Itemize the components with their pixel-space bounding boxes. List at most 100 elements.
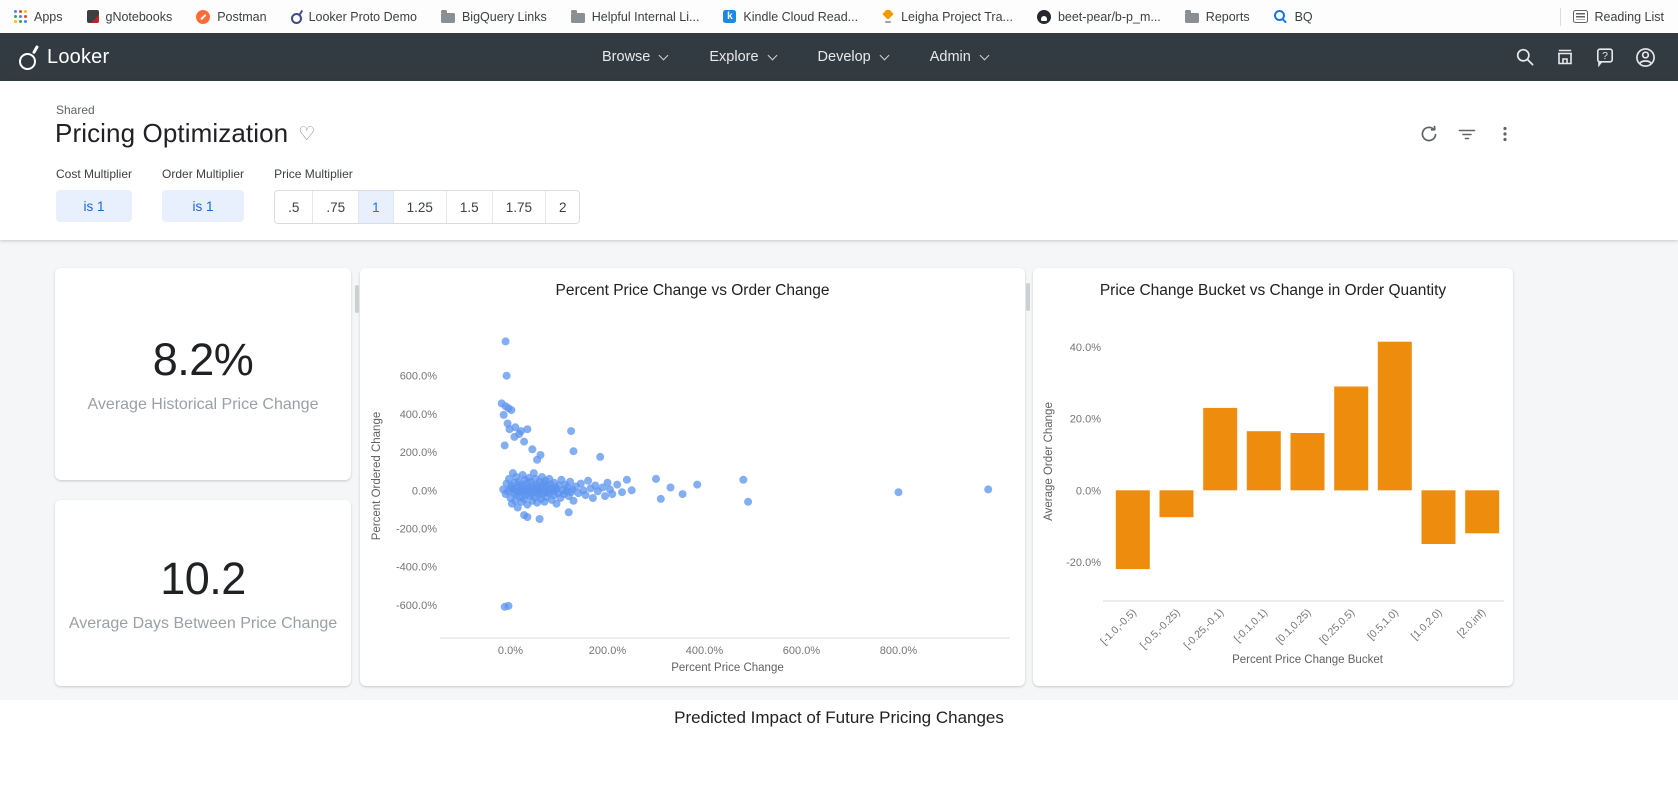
browser-bookmarks-bar: Apps gNotebooks Postman Looker Proto Demo Bi… (0, 0, 1678, 33)
more-vert-icon[interactable] (1492, 121, 1518, 147)
dashboard-header: Shared Pricing Optimization ♡ Cost Multi… (0, 81, 1678, 240)
svg-text:0.0%: 0.0% (1076, 485, 1101, 497)
nav-menu-admin[interactable]: Admin (930, 49, 990, 65)
bookmarks-list: Apps gNotebooks Postman Looker Proto Demo Bi… (14, 9, 1560, 24)
folder-icon (570, 10, 585, 23)
notebook-icon (86, 10, 99, 23)
tile-scrollbar[interactable] (355, 285, 359, 313)
price-multiplier-option-1.5[interactable]: 1.5 (445, 191, 492, 223)
bookmark-leigha-project-tracker[interactable]: Leigha Project Tra... (882, 10, 1013, 24)
bookmark-looker-proto-demo[interactable]: Looker Proto Demo (290, 9, 417, 24)
bottom-tile-band: Predicted Impact of Future Pricing Chang… (0, 700, 1678, 786)
reading-list-button[interactable]: Reading List (1572, 10, 1664, 24)
filter-order-multiplier: Order Multiplier is 1 (162, 167, 245, 222)
kpi-tile-avg-days-between-price-change: 10.2 Average Days Between Price Change (55, 500, 351, 686)
svg-text:Average Order Change: Average Order Change (1043, 402, 1055, 521)
nav-menu-explore[interactable]: Explore (709, 49, 777, 65)
kpi-tile-avg-historical-price-change: 8.2% Average Historical Price Change (55, 268, 351, 480)
bookmark-label: Helpful Internal Li... (591, 9, 700, 24)
price-multiplier-option-.5[interactable]: .5 (275, 191, 313, 223)
bookmark-label: Looker Proto Demo (308, 9, 417, 24)
scatter-chart-title: Percent Price Change vs Order Change (555, 282, 830, 299)
svg-text:-20.0%: -20.0% (1066, 557, 1101, 569)
bookmark-label: gNotebooks (105, 9, 173, 24)
bookmark-label: Reports (1205, 9, 1250, 24)
svg-text:[-0.25,-0.1): [-0.25,-0.1) (1181, 607, 1226, 652)
bookmark-gnotebooks[interactable]: gNotebooks (86, 9, 173, 24)
price-multiplier-option-1.75[interactable]: 1.75 (491, 191, 545, 223)
refresh-icon[interactable] (1416, 121, 1442, 147)
folder-icon (1184, 10, 1199, 23)
bookmark-label: BQ (1294, 9, 1313, 24)
svg-text:0.0%: 0.0% (412, 485, 437, 497)
reading-list-icon (1572, 10, 1588, 23)
svg-text:[-0.5,-0.25): [-0.5,-0.25) (1138, 607, 1183, 652)
price-multiplier-group: .5.75 1 1.25 1.5 1.75 2 (274, 190, 581, 224)
breadcrumb[interactable]: Shared (56, 103, 95, 117)
nav-menu-develop[interactable]: Develop (818, 49, 890, 65)
svg-text:[0.5,1.0): [0.5,1.0) (1365, 607, 1401, 643)
filter-cost-multiplier: Cost Multiplier is 1 (56, 167, 133, 222)
account-icon[interactable] (1630, 42, 1660, 72)
dashboard-filters: Cost Multiplier is 1 Order Multiplier is… (56, 167, 581, 224)
svg-text:[1.0,2.0): [1.0,2.0) (1409, 607, 1445, 643)
svg-text:800.0%: 800.0% (880, 645, 918, 657)
filter-label: Order Multiplier (162, 167, 245, 181)
bookmark-reports[interactable]: Reports (1184, 9, 1250, 24)
favorite-heart-icon[interactable]: ♡ (298, 124, 316, 145)
dashboard-actions (1416, 121, 1518, 147)
bookmark-label: beet-pear/b-p_m... (1057, 9, 1161, 24)
svg-text:400.0%: 400.0% (400, 409, 438, 421)
leigha-icon (882, 10, 894, 23)
bookmark-postman[interactable]: Postman (196, 9, 267, 24)
order-multiplier-chip[interactable]: is 1 (162, 190, 245, 222)
nav-icons: ? (1510, 42, 1660, 72)
looker-home-link[interactable]: Looker (18, 44, 109, 71)
svg-text:[2.0,inf): [2.0,inf) (1455, 607, 1488, 640)
chevron-down-icon (658, 50, 669, 60)
svg-text:Percent Price Change: Percent Price Change (671, 662, 784, 674)
bookmark-helpful-internal-links[interactable]: Helpful Internal Li... (570, 9, 700, 24)
bookmark-kindle-cloud-reader[interactable]: k Kindle Cloud Read... (723, 10, 858, 24)
scatter-tile: Percent Price Change vs Order Change 0.0… (360, 268, 1025, 686)
bookmark-bq[interactable]: BQ (1273, 9, 1313, 24)
looker-top-nav: Looker Browse Explore Develop Admin ? (0, 33, 1678, 81)
svg-text:-200.0%: -200.0% (396, 524, 437, 536)
bookmark-label: Kindle Cloud Read... (743, 9, 859, 24)
price-multiplier-option-.75[interactable]: .75 (312, 191, 359, 223)
bookmark-beet-pear[interactable]: beet-pear/b-p_m... (1036, 9, 1161, 24)
svg-text:200.0%: 200.0% (400, 447, 438, 459)
nav-menu-browse[interactable]: Browse (602, 49, 669, 65)
svg-text:[0.25,0.5): [0.25,0.5) (1317, 607, 1357, 647)
brand-name: Looker (47, 45, 110, 68)
svg-text:40.0%: 40.0% (1070, 342, 1101, 354)
price-multiplier-option-2[interactable]: 2 (544, 191, 580, 223)
cost-multiplier-chip[interactable]: is 1 (56, 190, 133, 222)
tile-scrollbar[interactable] (1026, 283, 1030, 311)
svg-text:[-0.1,0.1): [-0.1,0.1) (1232, 607, 1270, 645)
filter-price-multiplier: Price Multiplier .5.75 1 1.25 1.5 1.75 2 (274, 167, 581, 224)
filter-icon[interactable] (1454, 121, 1480, 147)
svg-text:20.0%: 20.0% (1070, 414, 1101, 426)
bookmark-bigquery-links[interactable]: BigQuery Links (440, 10, 547, 24)
chevron-down-icon (979, 50, 990, 60)
svg-text:Percent Price Change Bucket: Percent Price Change Bucket (1232, 654, 1384, 666)
bq-magnifier-icon (1273, 10, 1285, 21)
marketplace-icon[interactable] (1550, 42, 1580, 72)
svg-text:400.0%: 400.0% (686, 645, 724, 657)
svg-text:600.0%: 600.0% (783, 645, 821, 657)
bar-tile: Price Change Bucket vs Change in Order Q… (1033, 268, 1513, 686)
folder-icon (440, 10, 455, 23)
price-multiplier-option-1.25[interactable]: 1.25 (392, 191, 446, 223)
bookmark-apps[interactable]: Apps (14, 10, 63, 24)
page-title: Pricing Optimization (55, 118, 289, 148)
bookmark-label: Postman (217, 9, 267, 24)
kpi-value: 8.2% (152, 334, 254, 385)
help-icon[interactable]: ? (1590, 42, 1620, 72)
postman-icon (196, 9, 211, 24)
bookmark-label: Apps (34, 9, 63, 24)
search-icon[interactable] (1510, 42, 1540, 72)
price-multiplier-option-1[interactable]: 1 (358, 191, 393, 223)
apps-grid-icon (14, 10, 27, 23)
